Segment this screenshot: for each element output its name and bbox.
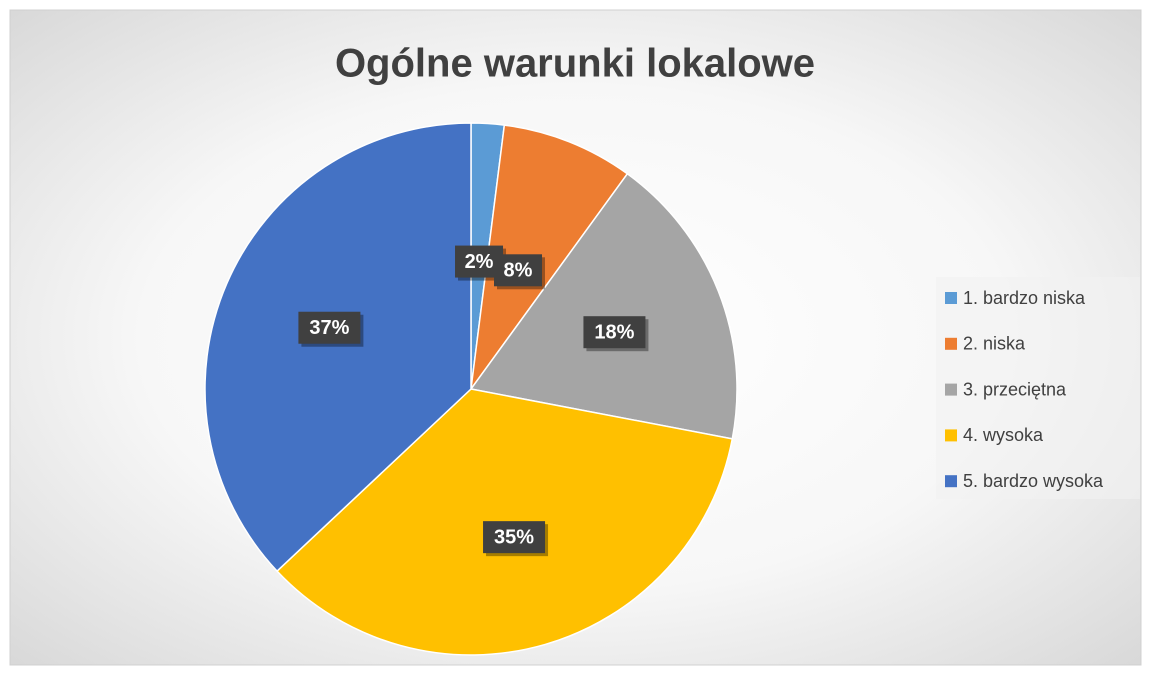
data-label-box [494,254,543,287]
data-label-box [583,316,646,349]
legend-label: 4. wysoka [963,425,1044,445]
legend-swatch [945,383,957,396]
legend-swatch [945,429,957,442]
legend-label: 3. przeciętna [963,379,1067,399]
legend-box [936,277,1140,499]
data-label: 8% [504,260,533,282]
pie-slice [204,122,472,573]
data-label: 2% [465,251,494,273]
legend-label: 2. niska [963,334,1026,354]
pie-slice [470,124,629,390]
data-label: 37% [309,317,349,339]
data-label-box [483,521,546,554]
pie-slice [469,172,738,440]
data-label-box [298,311,361,344]
legend-swatch [945,337,957,350]
chart-title: Ogólne warunki lokalowe [335,42,815,86]
legend-label: 1. bardzo niska [963,288,1086,308]
data-label: 18% [594,321,634,343]
legend-swatch [945,292,957,304]
data-label: 35% [494,526,534,548]
legend-swatch [945,475,957,488]
legend-label: 5. bardzo wysoka [963,471,1104,491]
